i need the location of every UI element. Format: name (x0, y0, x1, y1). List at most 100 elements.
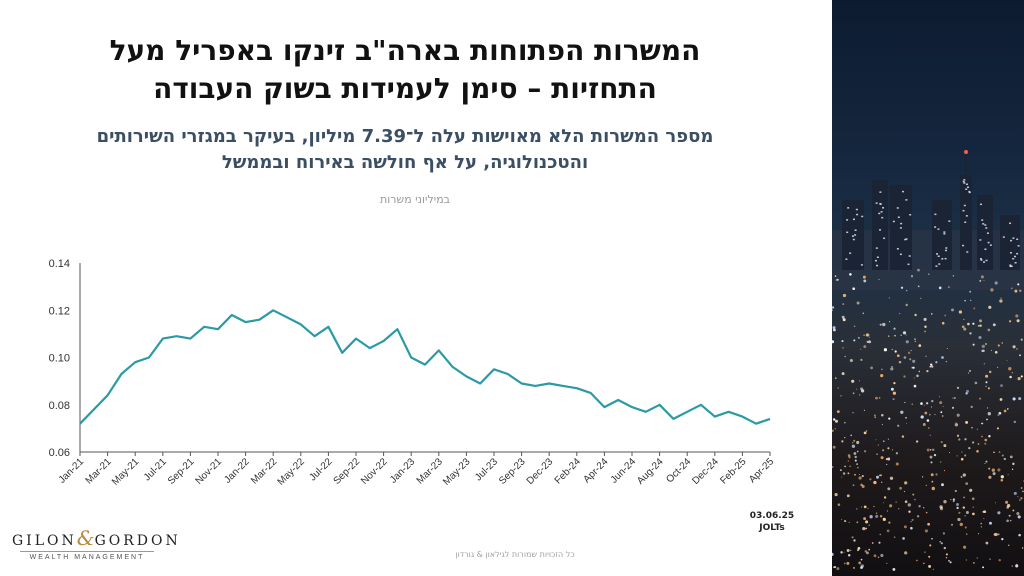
window-light (880, 211, 883, 213)
city-light (888, 297, 891, 299)
city-light (974, 381, 978, 385)
city-light (1017, 377, 1021, 381)
city-light (891, 449, 894, 451)
window-light (937, 228, 940, 230)
city-light (969, 332, 972, 335)
city-light (962, 473, 966, 477)
skyline-building (842, 200, 864, 270)
city-light (951, 406, 955, 409)
city-light (956, 503, 959, 506)
window-light (963, 179, 966, 181)
window-light (986, 232, 989, 234)
city-light (903, 525, 907, 529)
city-light (905, 340, 909, 344)
window-light (979, 258, 982, 260)
city-light (979, 279, 982, 282)
city-light (998, 411, 1002, 415)
city-light (867, 507, 869, 509)
city-light (972, 512, 975, 516)
city-light (1008, 544, 1010, 546)
city-light (841, 315, 845, 319)
city-light (950, 523, 954, 526)
city-light (924, 551, 926, 553)
window-light (899, 227, 902, 229)
window-light (854, 229, 857, 231)
city-light (1011, 372, 1014, 374)
city-light (843, 551, 845, 553)
city-light (853, 452, 857, 455)
city-light (939, 540, 942, 543)
city-light (985, 374, 989, 378)
city-light (910, 526, 913, 530)
city-light (977, 532, 980, 535)
city-light (877, 556, 880, 559)
city-light (886, 562, 888, 565)
window-light (1014, 261, 1017, 264)
subtitle-line-1: מספר המשרות הלא מאוישות עלה ל־7.39 מיליו… (96, 126, 714, 147)
city-light (955, 422, 957, 424)
window-light (966, 251, 969, 253)
city-light (883, 348, 888, 352)
city-light (851, 379, 855, 383)
window-light (979, 203, 982, 206)
city-light (886, 529, 890, 533)
city-light (868, 340, 872, 344)
antenna-light (964, 150, 968, 154)
logo-ampersand: & (76, 526, 95, 550)
window-light (944, 249, 947, 252)
city-light (853, 439, 856, 442)
window-light (984, 224, 987, 226)
window-light (968, 190, 971, 193)
city-light (910, 275, 914, 278)
city-light (1020, 375, 1023, 378)
x-tick-label: Oct-24 (664, 456, 693, 485)
city-light (857, 466, 859, 469)
x-tick-label: Sep-22 (332, 456, 363, 487)
city-light (1022, 490, 1024, 493)
city-light (876, 475, 879, 479)
city-light (887, 447, 890, 450)
city-light (965, 559, 968, 561)
city-light (860, 358, 863, 362)
city-light (999, 299, 1003, 303)
city-light (977, 443, 980, 445)
city-light (980, 526, 982, 528)
city-light (963, 496, 966, 499)
city-light (922, 423, 926, 426)
city-light (997, 468, 1001, 472)
city-light (942, 405, 944, 407)
city-light (858, 473, 860, 476)
series-line (79, 309, 771, 425)
city-light (846, 561, 850, 565)
city-light (863, 431, 867, 435)
city-light (837, 387, 839, 389)
city-light (1008, 514, 1011, 517)
city-light (1007, 474, 1009, 476)
city-light (931, 448, 935, 452)
city-light (840, 395, 842, 397)
city-light (841, 519, 843, 521)
x-tick-label: Dec-24 (690, 456, 721, 487)
x-tick-label: Sep-21 (166, 456, 197, 487)
city-light (1019, 499, 1021, 501)
city-light (847, 460, 849, 462)
city-light (832, 429, 834, 433)
city-light (834, 428, 837, 430)
city-light (982, 566, 985, 569)
title-line-2: התחזיות – סימן לעמידות בשוק העבודה (153, 72, 657, 105)
city-light (914, 340, 917, 343)
city-light (844, 436, 846, 439)
city-light (928, 564, 932, 568)
city-light (852, 484, 855, 487)
city-light (904, 481, 908, 485)
city-light (952, 397, 954, 399)
city-light (997, 511, 1001, 515)
city-light (966, 533, 968, 535)
city-light (961, 325, 965, 329)
city-light (871, 542, 874, 544)
city-light (860, 558, 863, 561)
city-light (1017, 515, 1021, 519)
x-tick-label: May-21 (110, 456, 142, 488)
city-light (997, 533, 1000, 536)
city-light (946, 348, 948, 349)
